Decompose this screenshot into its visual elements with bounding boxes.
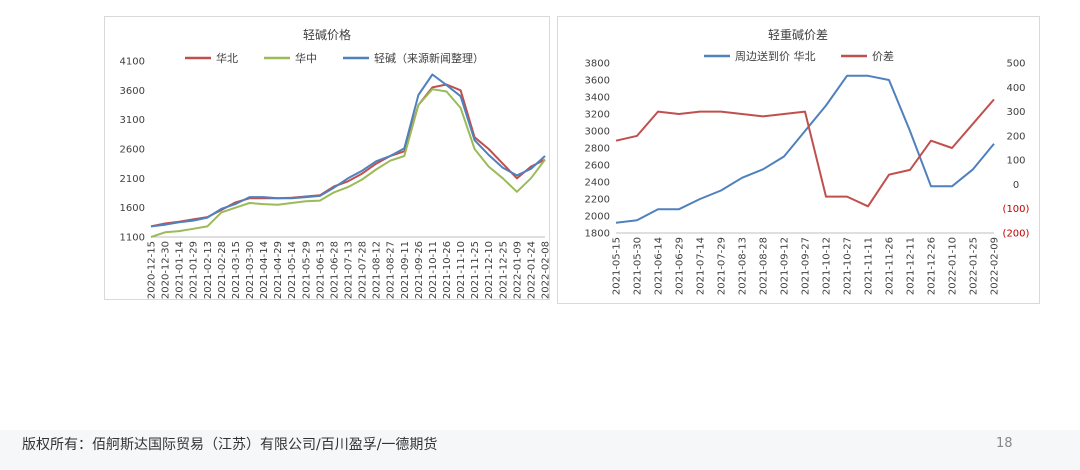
x-tick-label: 2021-02-13 xyxy=(203,241,214,299)
x-tick-label: 2020-12-15 xyxy=(147,241,158,299)
x-tick-label: 2021-04-14 xyxy=(259,241,270,299)
y-tick-label: 3100 xyxy=(120,115,145,126)
y-tick-label: 2600 xyxy=(585,161,610,172)
y2-tick-label: 400 xyxy=(1006,83,1025,94)
x-tick-label: 2021-05-15 xyxy=(612,237,623,295)
y-tick-label: 3000 xyxy=(585,127,610,138)
footer-bar xyxy=(0,430,1080,470)
x-tick-label: 2021-10-12 xyxy=(822,237,833,295)
light-heavy-soda-spread-chart: 轻重碱价差18002000220024002600280030003200340… xyxy=(585,28,1030,295)
x-tick-label: 2021-06-29 xyxy=(675,237,686,295)
x-tick-label: 2021-01-14 xyxy=(175,241,186,299)
y-tick-label: 3800 xyxy=(585,59,610,70)
y-tick-label: 2200 xyxy=(585,195,610,206)
series-line-1 xyxy=(615,74,995,224)
y-tick-label: 2100 xyxy=(120,174,145,185)
x-tick-label: 2021-06-28 xyxy=(329,241,340,299)
legend-label: 华北 xyxy=(216,51,238,65)
x-tick-label: 2021-09-27 xyxy=(801,237,812,295)
x-tick-label: 2021-10-27 xyxy=(843,237,854,295)
series-line-3 xyxy=(150,73,546,228)
x-tick-label: 2022-02-08 xyxy=(541,241,550,299)
x-tick-label: 2021-08-12 xyxy=(372,241,383,299)
x-tick-label: 2021-06-14 xyxy=(654,237,665,295)
copyright-text: 版权所有：佰舸斯达国际贸易（江苏）有限公司/百川盈孚/一德期货 xyxy=(22,437,438,453)
y-tick-label: 2400 xyxy=(585,178,610,189)
x-tick-label: 2021-09-12 xyxy=(780,237,791,295)
y2-tick-label: 500 xyxy=(1006,59,1025,70)
y-tick-label: 3600 xyxy=(585,76,610,87)
x-tick-label: 2021-07-13 xyxy=(344,241,355,299)
x-tick-label: 2021-08-28 xyxy=(759,237,770,295)
legend-label: 华中 xyxy=(295,51,317,65)
x-tick-label: 2021-04-29 xyxy=(273,241,284,299)
light-soda-price-chart: 轻碱价格 1100 1600 2100 2600 3100 3600 4100 2020-12-… xyxy=(120,27,550,299)
x-tick-label: 2021-12-26 xyxy=(927,237,938,295)
x-tick-label: 2022-01-25 xyxy=(969,237,980,295)
x-tick-label: 2021-10-11 xyxy=(428,241,439,299)
y2-tick-label: 300 xyxy=(1006,107,1025,118)
y-tick-label: 3600 xyxy=(120,86,145,97)
legend-label: 轻碱（来源新闻整理） xyxy=(374,51,484,65)
y2-tick-label: 200 xyxy=(1006,131,1025,142)
y-tick-label: 3200 xyxy=(585,110,610,121)
x-tick-label: 2021-11-11 xyxy=(864,237,875,295)
x-tick-label: 2021-07-14 xyxy=(696,237,707,295)
x-tick-label: 2022-01-24 xyxy=(526,241,537,299)
x-tick-label: 2021-10-26 xyxy=(442,241,453,299)
x-tick-label: 2021-03-30 xyxy=(245,241,256,299)
x-tick-label: 2021-08-13 xyxy=(738,237,749,295)
y2-tick-label: (100) xyxy=(1003,204,1030,215)
y-tick-label: 1800 xyxy=(585,229,610,240)
left-chart-panel: 轻碱价格 1100 1600 2100 2600 3100 3600 4100 2020-12-… xyxy=(104,16,550,300)
x-tick-label: 2021-01-29 xyxy=(189,241,200,299)
y2-tick-label: (200) xyxy=(1003,229,1030,240)
y-tick-label: 4100 xyxy=(120,57,145,68)
chart-title: 轻碱价格 xyxy=(303,27,351,42)
x-tick-label: 2021-03-15 xyxy=(231,241,242,299)
y-tick-label: 2000 xyxy=(585,212,610,223)
y-tick-label: 2800 xyxy=(585,144,610,155)
x-tick-label: 2021-02-28 xyxy=(217,241,228,299)
x-tick-label: 2021-12-10 xyxy=(484,241,495,299)
y2-tick-label: 0 xyxy=(1013,180,1019,191)
x-tick-label: 2021-11-10 xyxy=(456,241,467,299)
legend-label: 周边送到价 华北 xyxy=(735,49,816,63)
x-tick-label: 2021-07-29 xyxy=(717,237,728,295)
x-tick-label: 2021-08-27 xyxy=(386,241,397,299)
y-tick-label: 2600 xyxy=(120,145,145,156)
x-tick-label: 2021-05-29 xyxy=(301,241,312,299)
x-tick-label: 2021-07-28 xyxy=(358,241,369,299)
x-tick-label: 2021-05-14 xyxy=(287,241,298,299)
x-tick-label: 2021-09-11 xyxy=(400,241,411,299)
series-line-2 xyxy=(615,98,995,208)
series-line-1 xyxy=(150,83,546,228)
x-tick-label: 2021-05-30 xyxy=(633,237,644,295)
y-tick-label: 3400 xyxy=(585,93,610,104)
x-tick-label: 2021-12-11 xyxy=(906,237,917,295)
x-tick-label: 2021-09-26 xyxy=(414,241,425,299)
x-tick-label: 2020-12-30 xyxy=(161,241,172,299)
x-tick-label: 2021-11-25 xyxy=(470,241,481,299)
y2-tick-label: 100 xyxy=(1006,156,1025,167)
chart-title: 轻重碱价差 xyxy=(768,28,828,42)
y-tick-label: 1100 xyxy=(120,233,145,244)
x-tick-label: 2022-01-10 xyxy=(948,237,959,295)
x-tick-label: 2021-11-26 xyxy=(885,237,896,295)
x-tick-label: 2022-01-09 xyxy=(512,241,523,299)
y-tick-label: 1600 xyxy=(120,203,145,214)
x-tick-label: 2021-12-25 xyxy=(498,241,509,299)
page-number: 18 xyxy=(996,436,1013,451)
x-tick-label: 2021-06-13 xyxy=(315,241,326,299)
x-tick-label: 2022-02-09 xyxy=(990,237,1001,295)
series-line-2 xyxy=(150,88,546,238)
right-chart-panel: 轻重碱价差 1800 2000 2200 2400 2600 2800 3000 3200 340… xyxy=(557,16,1040,304)
legend-label: 价差 xyxy=(872,49,894,63)
